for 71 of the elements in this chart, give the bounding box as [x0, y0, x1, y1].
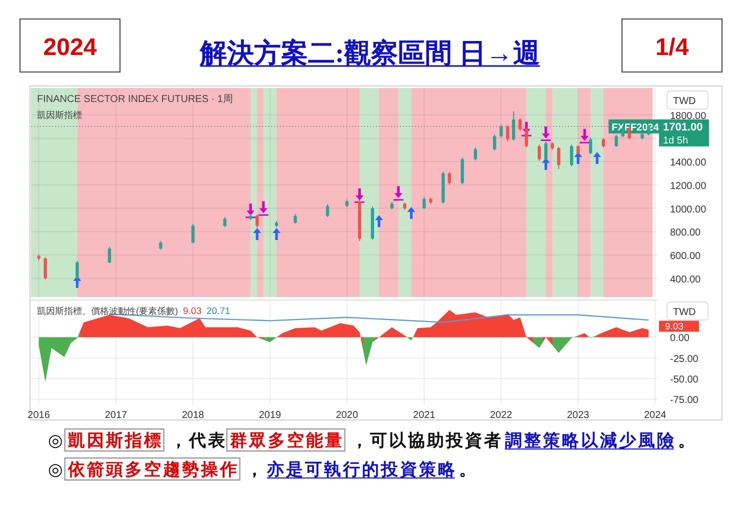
text: 群眾多空能量	[228, 431, 344, 450]
chart-title: 解決方案二:觀察區間 日→週	[199, 38, 540, 68]
y-tick-label: -75.00	[670, 395, 699, 406]
candlestick	[524, 127, 528, 148]
text: 。	[678, 431, 697, 450]
text: ，代表	[170, 431, 227, 450]
candlestick	[602, 138, 606, 148]
candlestick	[223, 216, 226, 228]
candlestick	[614, 134, 618, 148]
text: 2024	[43, 34, 98, 61]
text: ，可以協助投資者	[350, 431, 503, 450]
text: TWD	[673, 96, 696, 107]
text: 調整策略以減少風險	[504, 431, 676, 450]
candlestick	[506, 124, 510, 142]
candlestick	[588, 137, 592, 154]
text: 9.03	[665, 322, 684, 333]
annotation: 9.03	[183, 306, 202, 317]
text: 凱因斯指標、價格波動性(要素係數)	[37, 306, 178, 316]
text: ◎	[48, 431, 65, 450]
candlestick	[538, 144, 541, 162]
annotation: 20.71	[206, 306, 230, 317]
text: FINANCE SECTOR INDEX FUTURES · 1周	[37, 94, 233, 105]
y-tick-label: 1200.00	[670, 180, 707, 192]
y-tick-label: 600.00	[670, 250, 702, 262]
y-tick-label: 1400.00	[670, 158, 707, 169]
candlestick	[191, 224, 195, 244]
x-tick-label: 2017	[104, 410, 128, 421]
text: 依箭頭多空趨勢操作	[66, 460, 239, 479]
candlestick	[500, 124, 503, 138]
y-tick-label: -25.00	[670, 354, 699, 365]
x-tick-label: 2018	[182, 410, 205, 421]
candlestick	[448, 172, 452, 186]
x-tick-label: 2022	[490, 410, 513, 421]
candlestick	[474, 147, 477, 161]
candlestick	[108, 246, 112, 264]
candlestick	[492, 134, 496, 151]
candlestick	[294, 214, 297, 224]
y-tick-label: 1000.00	[670, 204, 707, 216]
y-tick-label: -50.00	[670, 374, 699, 386]
x-tick-label: 2024	[644, 410, 667, 421]
candlestick	[422, 196, 426, 210]
x-tick-label: 2023	[566, 410, 590, 421]
x-tick-label: 2019	[258, 410, 282, 421]
text: 。	[458, 460, 478, 479]
y-tick-label: 400.00	[670, 274, 702, 286]
candlestick	[512, 110, 516, 142]
candlestick	[76, 260, 79, 280]
x-tick-label: 2016	[28, 410, 50, 421]
candlestick	[460, 156, 464, 185]
candlestick	[544, 141, 548, 161]
annotation: 凱因斯指標	[37, 110, 82, 120]
y-tick-label: 0.00	[670, 333, 690, 344]
candlestick	[44, 256, 47, 280]
candlestick	[518, 118, 522, 132]
candlestick	[256, 214, 259, 228]
text: 1701.00	[663, 121, 703, 134]
candlestick	[326, 204, 330, 218]
text: ，	[246, 460, 265, 479]
y-tick-label: 1800.00	[670, 110, 707, 122]
candlestick	[576, 144, 580, 156]
candlestick	[570, 144, 574, 167]
text: ◎	[48, 460, 65, 479]
text: 亦是可執行的投資策略	[266, 460, 457, 479]
x-tick-label: 2020	[336, 410, 359, 421]
text: 1d 5h	[663, 135, 688, 146]
y-tick-label: 800.00	[670, 228, 702, 239]
text: 1/4	[655, 34, 690, 61]
candlestick	[557, 146, 560, 170]
x-tick-label: 2021	[413, 410, 436, 421]
text: TWD	[673, 307, 696, 318]
text: 凱因斯指標	[66, 431, 163, 450]
